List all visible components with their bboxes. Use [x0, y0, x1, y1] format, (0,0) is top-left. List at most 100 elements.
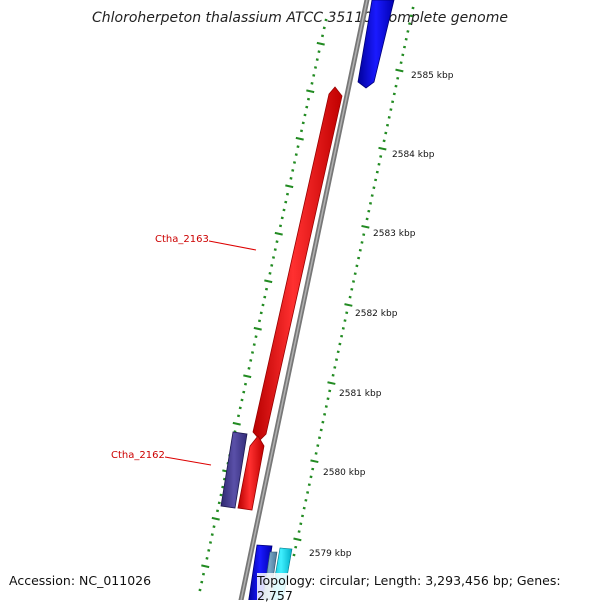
gene-label-ctha-2163[interactable]: Ctha_2163: [155, 234, 209, 245]
ruler-minor-tick: [311, 467, 315, 471]
ruler-minor-tick: [273, 248, 277, 251]
ruler-major-tick: [310, 459, 319, 464]
ruler-minor-tick: [249, 359, 253, 362]
ruler-minor-tick: [368, 202, 373, 205]
ruler-minor-tick: [302, 506, 306, 510]
ruler-minor-tick: [289, 176, 293, 180]
ruler-minor-tick: [307, 483, 311, 487]
ruler-minor-tick: [233, 430, 237, 434]
ruler-minor-tick: [333, 366, 337, 369]
ruler-minor-tick: [275, 240, 279, 244]
ruler-minor-tick: [404, 37, 408, 41]
ruler-minor-tick: [338, 342, 342, 346]
ruler-minor-tick: [389, 108, 393, 111]
ruler-minor-tick: [201, 572, 206, 576]
ruler-minor-tick: [411, 6, 415, 10]
ruler-major-tick: [274, 231, 283, 236]
ruler-major-tick: [232, 421, 241, 426]
ruler-minor-tick: [299, 522, 303, 526]
ruler-minor-tick: [198, 588, 202, 592]
ruler-minor-tick: [217, 501, 221, 505]
ruler-minor-tick: [408, 22, 412, 25]
ruler-major-tick: [211, 516, 220, 521]
ruler-minor-tick: [336, 350, 340, 354]
ruler-minor-tick: [374, 178, 378, 182]
accession-text: Accession: NC_011026: [9, 573, 152, 588]
ruler-major-tick: [243, 374, 252, 379]
ruler-major-tick: [293, 537, 302, 542]
gene-blue-bottom[interactable]: [248, 544, 273, 600]
ruler-minor-tick: [326, 397, 330, 401]
ruler-minor-tick: [250, 351, 255, 354]
ruler-minor-tick: [314, 452, 318, 455]
ruler-minor-tick: [324, 405, 328, 408]
gene-label-leader: [208, 240, 257, 251]
ruler-minor-tick: [392, 92, 396, 96]
ruler-minor-tick: [212, 525, 216, 529]
gene-ctha-2162[interactable]: [237, 435, 265, 511]
ruler-minor-tick: [297, 530, 301, 533]
ruler-minor-tick: [367, 209, 371, 213]
ruler-minor-tick: [350, 287, 354, 291]
ruler-minor-tick: [370, 194, 374, 197]
ruler-minor-tick: [317, 436, 322, 440]
ruler-minor-tick: [263, 295, 267, 299]
gene-blue-top[interactable]: [357, 0, 395, 89]
ruler-major-tick: [295, 136, 304, 141]
inner-tick-ruler: [198, 18, 328, 592]
ruler-minor-tick: [375, 170, 379, 174]
ruler-minor-tick: [409, 14, 413, 18]
ruler-minor-tick: [247, 366, 251, 370]
ruler-minor-tick: [340, 334, 344, 338]
ruler-major-tick: [285, 184, 294, 189]
ruler-minor-tick: [360, 241, 364, 244]
kbp-label: 2582 kbp: [355, 309, 398, 319]
ruler-minor-tick: [205, 556, 209, 560]
ruler-minor-tick: [306, 491, 310, 494]
ruler-major-tick: [253, 326, 262, 331]
ruler-minor-tick: [301, 121, 305, 125]
ruler-major-tick: [361, 224, 370, 229]
kbp-label: 2579 kbp: [309, 549, 352, 559]
ruler-major-tick: [395, 68, 404, 73]
ruler-minor-tick: [379, 155, 383, 158]
ruler-minor-tick: [358, 248, 362, 252]
ruler-minor-tick: [396, 76, 400, 80]
kbp-label: 2583 kbp: [373, 229, 416, 239]
ruler-minor-tick: [320, 34, 325, 38]
ruler-minor-tick: [353, 272, 357, 276]
gene-purple[interactable]: [220, 431, 248, 509]
ruler-minor-tick: [377, 162, 381, 166]
ruler-major-tick: [264, 279, 273, 284]
kbp-label: 2580 kbp: [323, 468, 366, 478]
ruler-minor-tick: [292, 161, 297, 164]
ruler-minor-tick: [292, 553, 296, 557]
ruler-minor-tick: [210, 533, 214, 536]
ruler-minor-tick: [382, 139, 386, 143]
ruler-minor-tick: [268, 271, 272, 275]
ruler-minor-tick: [319, 428, 323, 432]
ruler-minor-tick: [285, 192, 290, 196]
ruler-minor-tick: [334, 358, 339, 361]
gene-label-ctha-2162[interactable]: Ctha_2162: [111, 450, 165, 461]
ruler-major-tick: [306, 89, 315, 94]
ruler-minor-tick: [309, 475, 313, 479]
ruler-minor-tick: [316, 444, 320, 447]
kbp-labels: 2585 kbp 2584 kbp 2583 kbp 2582 kbp 2581…: [309, 71, 454, 559]
ruler-minor-tick: [280, 216, 284, 220]
ruler-minor-tick: [317, 50, 321, 54]
gene-ctha-2163[interactable]: [252, 86, 343, 441]
ruler-minor-tick: [341, 327, 345, 330]
ruler-minor-tick: [291, 169, 295, 172]
outer-tick-ruler: [292, 6, 415, 557]
ruler-minor-tick: [351, 280, 356, 283]
ruler-minor-tick: [328, 389, 332, 393]
ruler-minor-tick: [300, 514, 305, 518]
ruler-minor-tick: [321, 420, 325, 424]
ruler-major-tick: [201, 564, 210, 569]
ruler-minor-tick: [208, 541, 213, 544]
map-title: Chloroherpeton thalassium ATCC 35110, co…: [92, 10, 508, 26]
ruler-minor-tick: [294, 545, 298, 549]
ruler-minor-tick: [401, 53, 405, 57]
